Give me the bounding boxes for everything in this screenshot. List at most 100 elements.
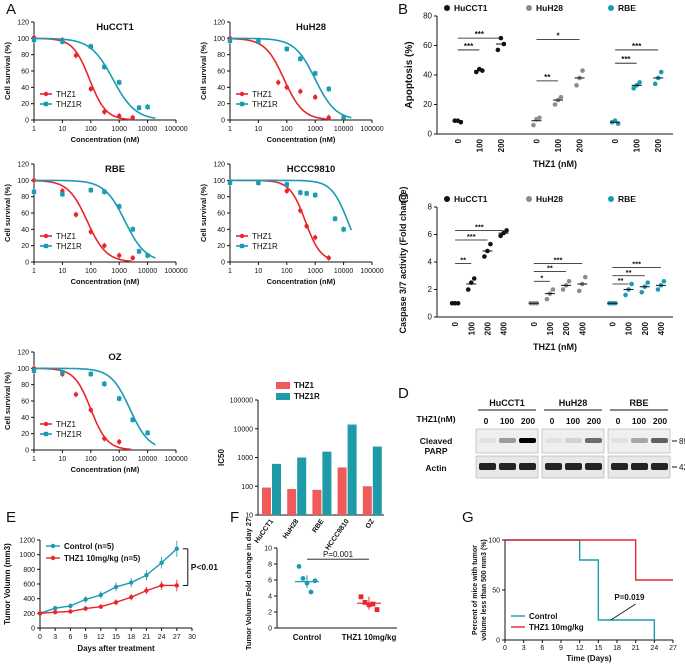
x-tick-label: 30 bbox=[188, 634, 196, 641]
data-point bbox=[531, 122, 536, 128]
data-point bbox=[300, 576, 306, 581]
data-point-THZ1R bbox=[145, 104, 150, 110]
data-point-THZ1R bbox=[31, 37, 37, 43]
blot-band bbox=[519, 438, 536, 443]
category-label: HuCCT1 bbox=[254, 518, 276, 545]
x-tick-label: 100000 bbox=[164, 268, 187, 275]
data-point bbox=[68, 609, 73, 614]
data-point bbox=[53, 610, 58, 615]
data-point bbox=[544, 296, 550, 302]
legend-label: THZ1R bbox=[56, 100, 82, 109]
x-tick-label: 1000 bbox=[111, 268, 127, 275]
significance-label: *** bbox=[464, 42, 474, 51]
data-point-THZ1R bbox=[284, 46, 289, 52]
y-tick-label: 50 bbox=[492, 588, 500, 595]
data-point-THZ1R bbox=[102, 381, 107, 387]
data-point-THZ1 bbox=[284, 85, 289, 90]
y-tick-label: 40 bbox=[21, 85, 29, 92]
dose-label: 0 bbox=[532, 138, 541, 143]
step-line-THZ1 10mg/kg bbox=[505, 539, 673, 581]
chart-title: OZ bbox=[108, 352, 121, 363]
y-tick-label: 20 bbox=[423, 100, 432, 109]
p-value: P=0.019 bbox=[614, 593, 645, 602]
bar-THZ1-OZ bbox=[362, 486, 372, 515]
legend-label: HuCCT1 bbox=[454, 194, 488, 204]
fit-curve-THZ1 bbox=[33, 179, 132, 262]
data-point bbox=[576, 288, 582, 294]
data-point-THZ1 bbox=[88, 407, 94, 413]
p-value: P=0.001 bbox=[323, 550, 354, 559]
data-point bbox=[537, 115, 542, 121]
blot-band bbox=[651, 438, 668, 443]
y-tick-label: 80 bbox=[217, 52, 225, 59]
dose-label: 100 bbox=[475, 138, 484, 152]
blot-band bbox=[611, 438, 628, 443]
y-axis-label: Apoptosis (%) bbox=[404, 41, 415, 108]
x-tick-label: 10000 bbox=[138, 268, 158, 275]
legend-label: HuH28 bbox=[536, 3, 563, 13]
data-point-THZ1 bbox=[313, 94, 318, 100]
y-axis-label: Caspase 3/7 activity (Fold change) bbox=[398, 186, 408, 333]
blot-band bbox=[585, 438, 602, 443]
data-point-THZ1 bbox=[326, 115, 331, 120]
legend-marker bbox=[43, 431, 49, 437]
y-tick-label: 100 bbox=[241, 484, 253, 491]
dose-label: 0 bbox=[451, 321, 460, 326]
x-axis-label: Concentration (nM) bbox=[71, 465, 140, 474]
data-point-THZ1R bbox=[60, 39, 65, 44]
blot-band bbox=[499, 463, 516, 470]
significance-label: *** bbox=[554, 255, 563, 264]
x-tick-label: 10 bbox=[59, 268, 67, 275]
data-point-THZ1 bbox=[102, 436, 107, 441]
x-tick-label: 27 bbox=[173, 634, 181, 641]
y-tick-label: 100000 bbox=[230, 398, 253, 405]
data-point bbox=[623, 292, 628, 298]
significance-label: ** bbox=[544, 73, 551, 82]
dose-label: 200 bbox=[497, 138, 506, 152]
data-point bbox=[144, 573, 149, 578]
x-tick-label: 100 bbox=[281, 126, 293, 133]
fit-curve-THZ1R bbox=[34, 179, 156, 259]
blot-band bbox=[499, 438, 516, 443]
y-tick-label: 1200 bbox=[19, 538, 35, 545]
data-point bbox=[652, 81, 658, 87]
x-axis-label: Concentration (nM) bbox=[267, 135, 336, 144]
y-tick-label: 20 bbox=[217, 101, 225, 108]
y-tick-label: 120 bbox=[17, 350, 29, 357]
category-label: OZ bbox=[365, 518, 377, 531]
y-tick-label: 200 bbox=[23, 611, 35, 618]
data-point bbox=[566, 278, 572, 284]
blot-dose-label: 0 bbox=[616, 416, 621, 426]
significance-label: *** bbox=[475, 222, 484, 231]
legend-marker bbox=[50, 555, 56, 561]
legend-marker bbox=[50, 543, 56, 549]
y-tick-label: 10000 bbox=[234, 426, 254, 433]
y-tick-label: 60 bbox=[423, 41, 432, 50]
data-point-THZ1 bbox=[298, 89, 303, 94]
y-tick-label: 80 bbox=[423, 12, 432, 21]
blot-band bbox=[611, 463, 628, 470]
data-point bbox=[488, 241, 493, 247]
blot-dose-label: 0 bbox=[484, 416, 489, 426]
y-tick-label: 2 bbox=[268, 610, 272, 617]
data-point bbox=[358, 594, 364, 600]
category-label: HuH28 bbox=[282, 518, 301, 540]
legend-marker bbox=[43, 233, 49, 239]
y-tick-label: 600 bbox=[23, 582, 35, 589]
y-tick-label: 80 bbox=[21, 52, 29, 59]
data-point bbox=[582, 274, 588, 280]
data-point-THZ1R bbox=[60, 192, 65, 197]
y-tick-label: 8 bbox=[268, 562, 272, 569]
x-tick-label: 100 bbox=[281, 268, 293, 275]
y-axis-label: Cell survival (%) bbox=[3, 42, 12, 100]
data-point-THZ1R bbox=[227, 180, 233, 185]
data-point-THZ1R bbox=[88, 44, 93, 49]
dose-label: 100 bbox=[546, 321, 555, 335]
y-tick-label: 80 bbox=[217, 194, 225, 201]
category-label: RBE bbox=[311, 518, 325, 534]
data-point-THZ1R bbox=[60, 370, 65, 375]
category-label: HCCC9810 bbox=[325, 518, 351, 551]
data-point bbox=[661, 278, 667, 284]
y-tick-label: 0 bbox=[221, 260, 225, 267]
